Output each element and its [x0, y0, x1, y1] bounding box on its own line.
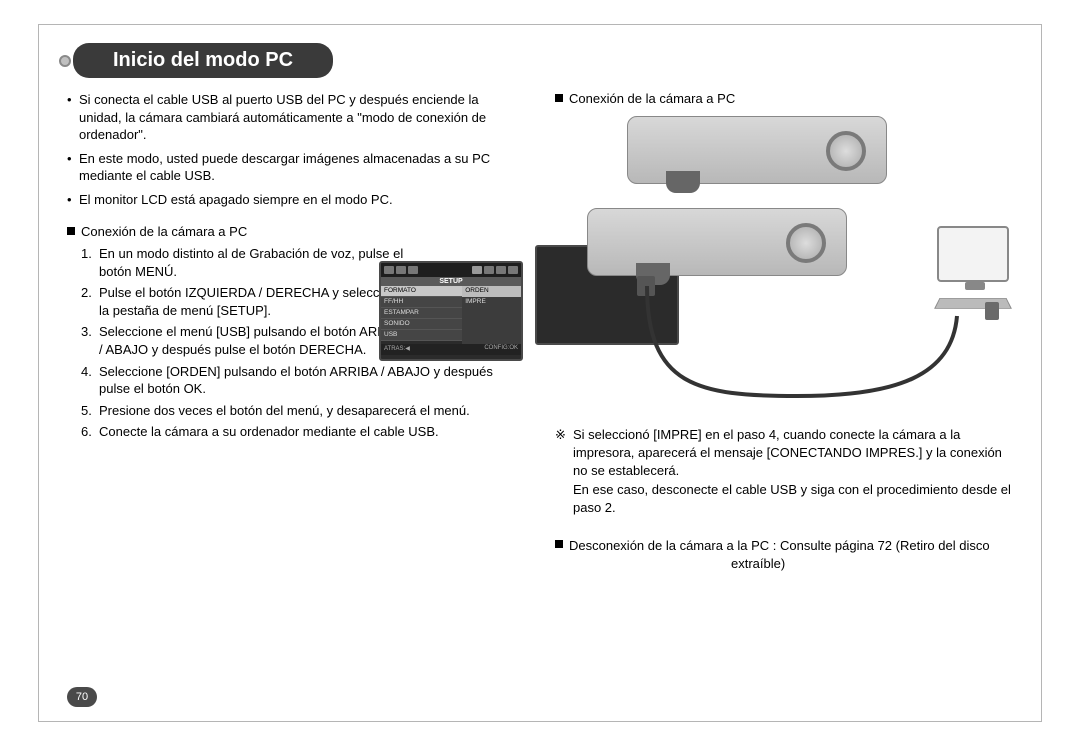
step-number: 1.	[81, 245, 92, 263]
step-item: 5. Presione dos veces el botón del menú,…	[81, 402, 523, 420]
lcd-menu-row: SONIDO	[381, 319, 462, 330]
note-text-2: En ese caso, desconecte el cable USB y s…	[573, 482, 1011, 515]
usb-cable-icon	[637, 286, 967, 406]
disconnect-section: Desconexión de la cámara a la PC : Consu…	[555, 537, 1017, 573]
lcd-tab-icons	[381, 263, 521, 277]
keyboard-icon	[934, 298, 1012, 309]
dial-icon	[826, 131, 866, 171]
pc-icon	[937, 226, 1017, 316]
lcd-setup-label: SETUP	[381, 277, 521, 286]
manual-page: Inicio del modo PC Si conecta el cable U…	[38, 24, 1042, 722]
note-block: ※ Si seleccionó [IMPRE] en el paso 4, cu…	[555, 426, 1017, 517]
step-number: 6.	[81, 423, 92, 441]
section-heading: Conexión de la cámara a PC	[67, 224, 523, 239]
intro-bullets: Si conecta el cable USB al puerto USB de…	[67, 91, 523, 208]
page-number-badge: 70	[67, 687, 97, 707]
left-column: Si conecta el cable USB al puerto USB de…	[63, 91, 523, 573]
title-dot-icon	[59, 55, 71, 67]
two-column-layout: Si conecta el cable USB al puerto USB de…	[63, 91, 1017, 573]
step-text: Seleccione [ORDEN] pulsando el botón ARR…	[99, 363, 523, 398]
step-item: 6. Conecte la cámara a su ordenador medi…	[81, 423, 523, 441]
lcd-footer-left: ATRAS:◀	[384, 345, 410, 354]
lcd-menu-row: FORMATO	[381, 286, 462, 297]
step-text: Seleccione el menú [USB] pulsando el bot…	[99, 323, 409, 358]
bullet-item: Si conecta el cable USB al puerto USB de…	[67, 91, 523, 144]
monitor-icon	[937, 226, 1009, 282]
disconnect-text-2: extraíble)	[569, 555, 1017, 573]
right-column: Conexión de la cámara a PC	[551, 91, 1017, 573]
page-title: Inicio del modo PC	[73, 43, 333, 78]
bullet-item: El monitor LCD está apagado siempre en e…	[67, 191, 523, 209]
camera-top-icon	[627, 116, 887, 184]
lcd-menu-illustration: SETUP FORMATO FF/HH ESTAMPAR SONIDO USB …	[379, 261, 523, 361]
disconnect-text: Desconexión de la cámara a la PC : Consu…	[569, 538, 990, 553]
step-text: En un modo distinto al de Grabación de v…	[99, 245, 409, 280]
usb-connector-icon	[985, 302, 999, 320]
lcd-option: ORDEN	[462, 286, 521, 297]
lcd-menu-row: FF/HH	[381, 297, 462, 308]
connection-diagram	[587, 116, 1017, 416]
section-heading: Conexión de la cámara a PC	[555, 91, 1017, 106]
lens-icon	[666, 171, 700, 193]
step-number: 3.	[81, 323, 92, 341]
lcd-menu-row: USB	[381, 330, 462, 341]
step-text: Presione dos veces el botón del menú, y …	[99, 402, 523, 420]
camera-bottom-icon	[587, 208, 847, 276]
dial-icon	[786, 223, 826, 263]
lcd-option: IMPRE	[462, 297, 521, 308]
note-text: Si seleccionó [IMPRE] en el paso 4, cuan…	[573, 427, 1002, 478]
title-bar: Inicio del modo PC	[59, 43, 1017, 75]
step-item: 4. Seleccione [ORDEN] pulsando el botón …	[81, 363, 523, 398]
step-number: 2.	[81, 284, 92, 302]
step-number: 4.	[81, 363, 92, 381]
step-number: 5.	[81, 402, 92, 420]
lcd-footer-right: CONFIG:OK	[484, 345, 518, 354]
note-symbol-icon: ※	[555, 426, 566, 444]
step-text: Pulse el botón IZQUIERDA / DERECHA y sel…	[99, 284, 409, 319]
step-text: Conecte la cámara a su ordenador mediant…	[99, 423, 523, 441]
lcd-menu-row: ESTAMPAR	[381, 308, 462, 319]
bullet-item: En este modo, usted puede descargar imág…	[67, 150, 523, 185]
